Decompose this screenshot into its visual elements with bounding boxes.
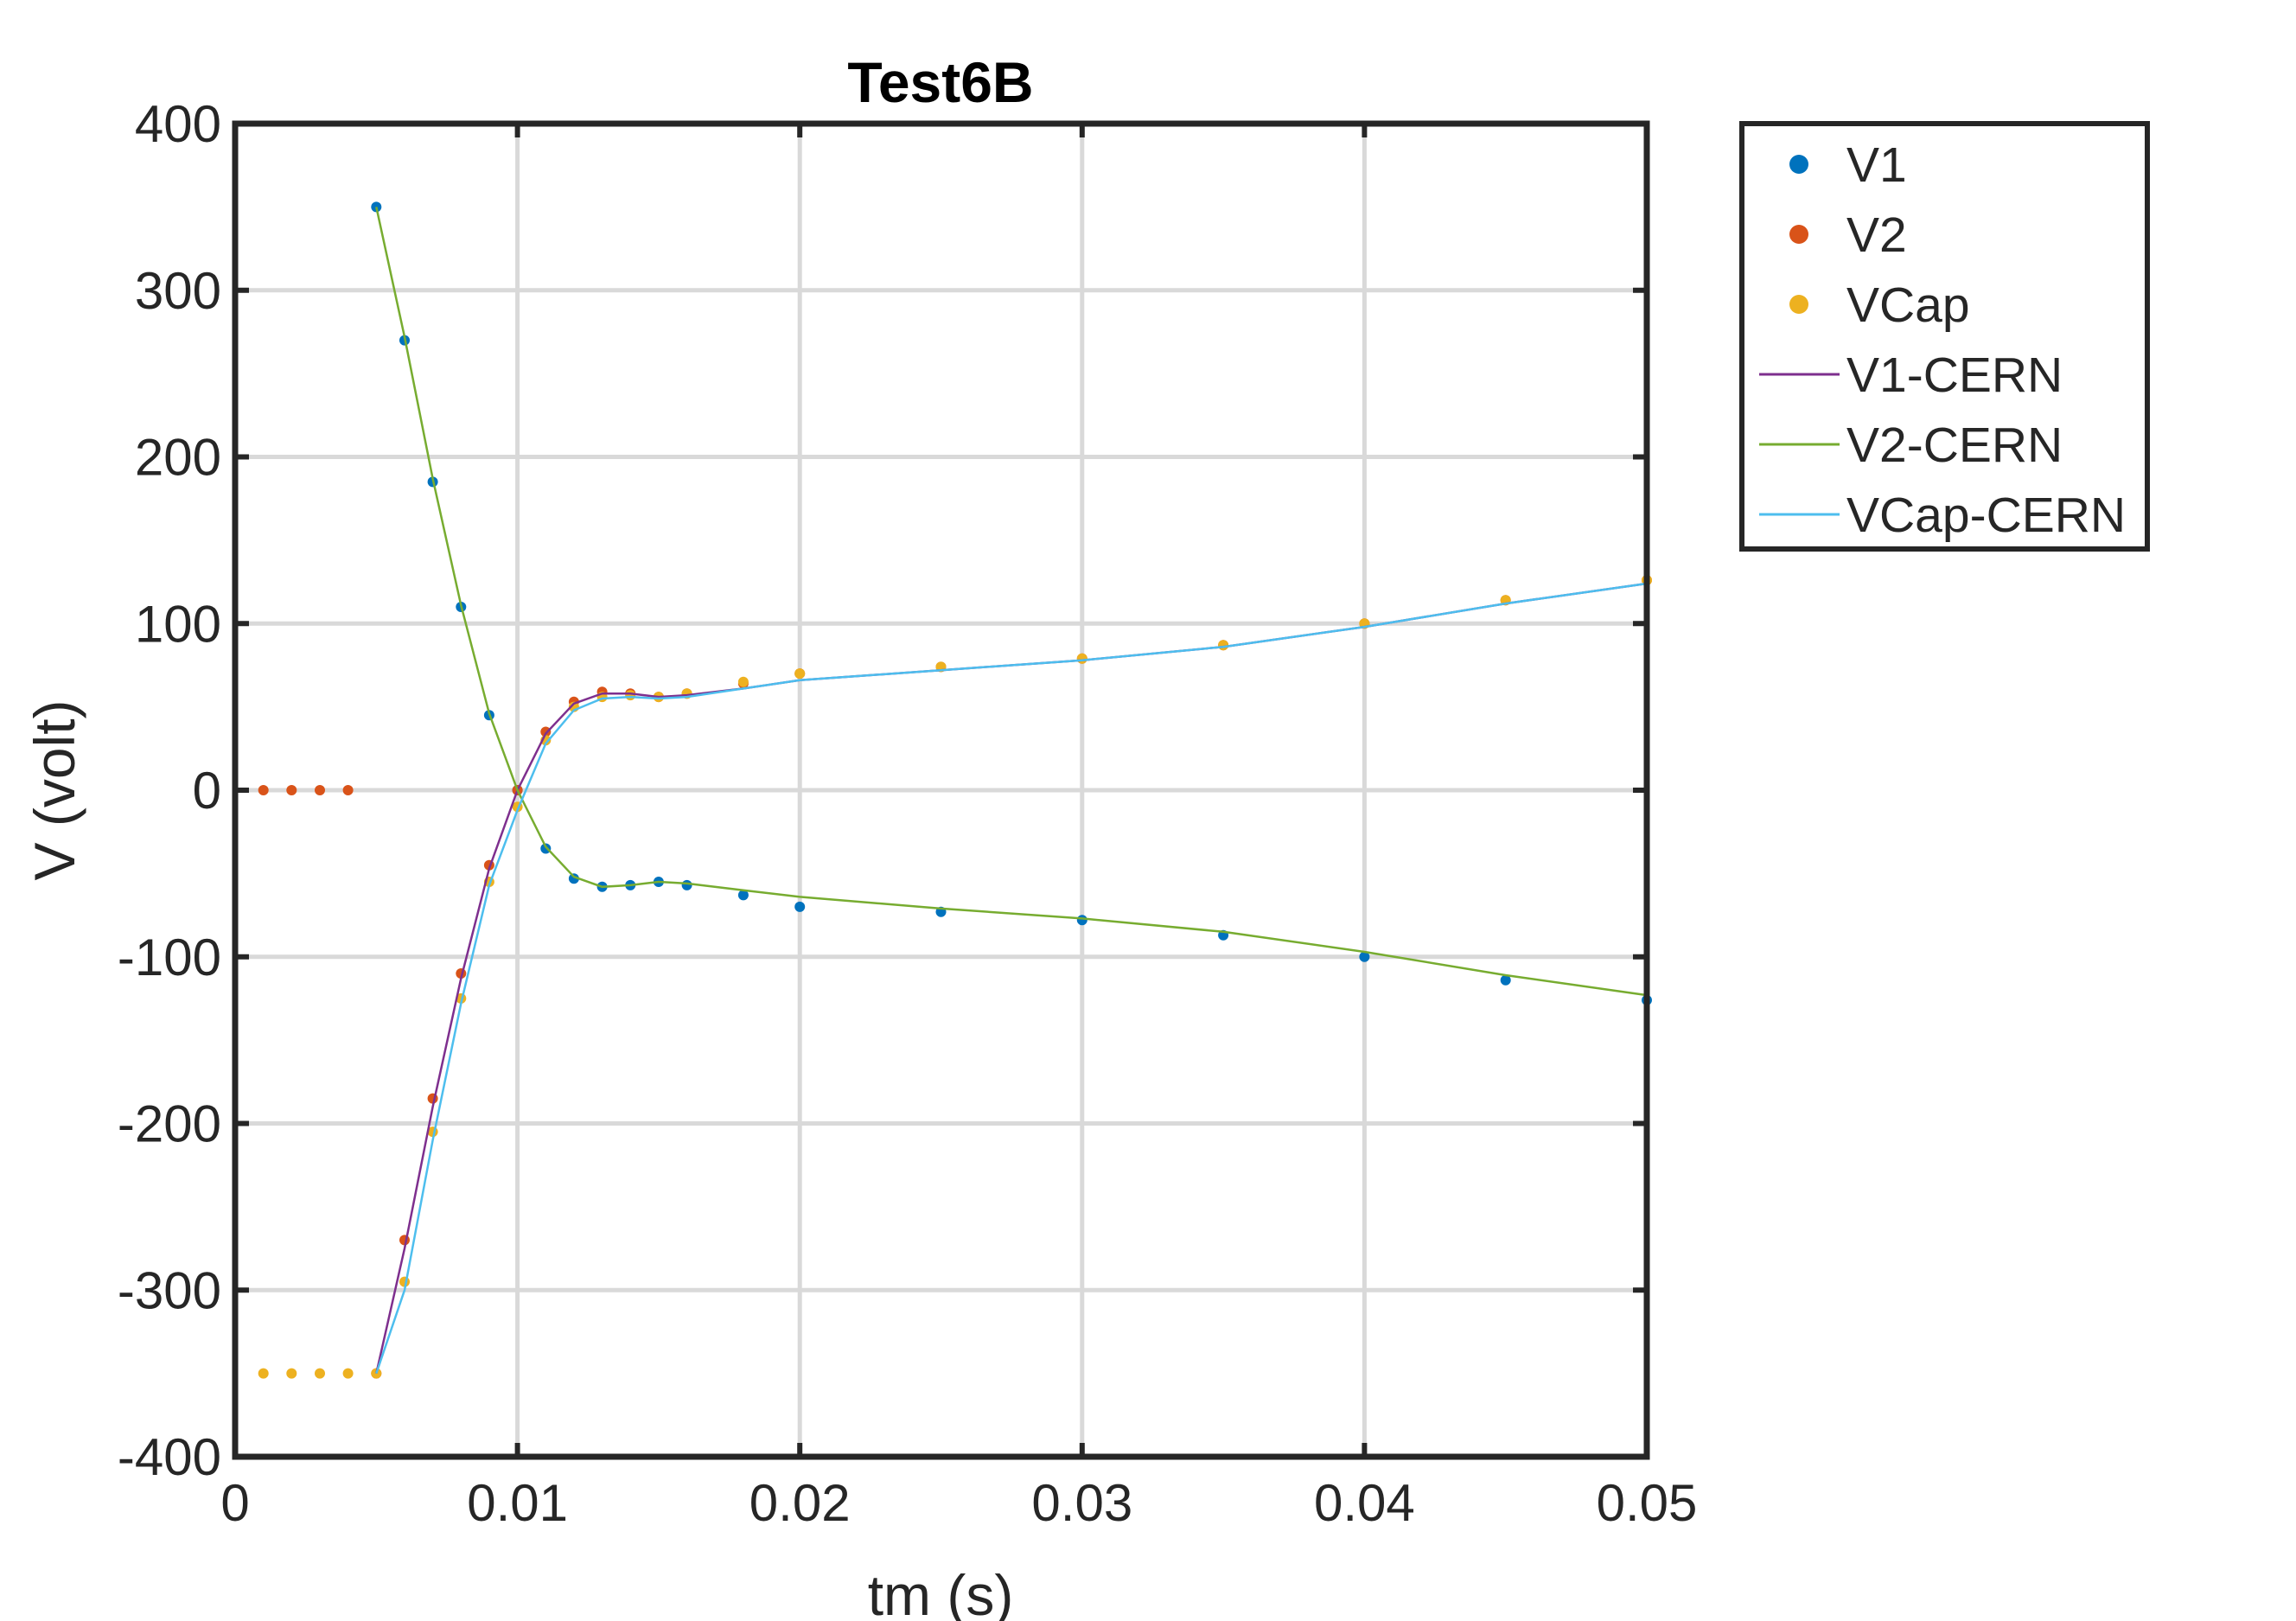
data-point bbox=[1076, 653, 1087, 664]
data-point bbox=[737, 890, 749, 901]
x-axis-label: tm (s) bbox=[868, 1563, 1014, 1621]
y-axis-label: V (volt) bbox=[22, 699, 86, 880]
y-tick-label: 200 bbox=[135, 429, 221, 487]
legend-entries: V1 V2 VCap V1-CERN V2-CERN VCap-CERN bbox=[1759, 137, 2126, 543]
axis-ticks: 0 0.01 0.02 0.03 0.04 0.05 400 300 200 100 0 -100 -2… bbox=[118, 95, 1697, 1532]
data-point bbox=[342, 1368, 354, 1379]
y-tick-label: 400 bbox=[135, 95, 221, 153]
data-point bbox=[625, 690, 636, 701]
data-point bbox=[342, 785, 354, 795]
y-tick-label: -400 bbox=[118, 1428, 221, 1486]
legend-label: V1-CERN bbox=[1846, 348, 2063, 403]
grid bbox=[235, 124, 1647, 1457]
legend-item-v1: V1 bbox=[1789, 137, 1907, 193]
data-point bbox=[1218, 640, 1229, 651]
data-point bbox=[737, 676, 749, 687]
series-v2-cern bbox=[375, 207, 1648, 997]
legend-item-vcap: VCap bbox=[1789, 278, 1970, 333]
series-vcap-cern bbox=[375, 582, 1648, 1375]
y-tick-label: 100 bbox=[135, 595, 221, 653]
legend-box bbox=[1739, 121, 2150, 552]
data-point bbox=[1500, 974, 1511, 986]
legend: V1 V2 VCap V1-CERN V2-CERN VCap-CERN bbox=[1739, 121, 2150, 552]
x-tick-label: 0 bbox=[220, 1474, 249, 1532]
y-tick-label: 0 bbox=[193, 762, 221, 820]
legend-item-v1-cern: V1-CERN bbox=[1759, 348, 2063, 403]
data-point bbox=[258, 1368, 269, 1379]
legend-label: VCap bbox=[1846, 278, 1970, 333]
data-point bbox=[286, 1368, 297, 1379]
legend-dot-marker bbox=[1789, 225, 1808, 244]
series-line-v2-cern bbox=[375, 207, 1648, 997]
plot-series bbox=[258, 201, 1652, 1379]
legend-label: V2-CERN bbox=[1846, 418, 2063, 473]
x-tick-label: 0.02 bbox=[749, 1474, 851, 1532]
data-point bbox=[794, 901, 806, 912]
x-tick-label: 0.05 bbox=[1597, 1474, 1698, 1532]
y-tick-label: -200 bbox=[118, 1095, 221, 1153]
legend-label: V2 bbox=[1846, 207, 1907, 263]
legend-dot-marker bbox=[1789, 295, 1808, 314]
data-point bbox=[681, 879, 692, 890]
y-tick-label: 300 bbox=[135, 262, 221, 320]
x-tick-label: 0.01 bbox=[467, 1474, 568, 1532]
legend-label: VCap-CERN bbox=[1846, 488, 2126, 543]
data-point bbox=[315, 1368, 325, 1379]
data-point bbox=[286, 785, 297, 795]
series-line-vcap-cern bbox=[375, 582, 1648, 1375]
data-point bbox=[258, 785, 269, 795]
x-tick-label: 0.04 bbox=[1314, 1474, 1415, 1532]
legend-dot-marker bbox=[1789, 155, 1808, 174]
legend-item-v2: V2 bbox=[1789, 207, 1907, 263]
data-point bbox=[1359, 951, 1370, 962]
data-point bbox=[568, 873, 579, 884]
data-point bbox=[315, 785, 325, 795]
y-tick-label: -300 bbox=[118, 1261, 221, 1319]
legend-item-v2-cern: V2-CERN bbox=[1759, 418, 2063, 473]
chart-title: Test6B bbox=[847, 50, 1033, 114]
legend-item-vcap-cern: VCap-CERN bbox=[1759, 488, 2126, 543]
y-tick-label: -100 bbox=[118, 929, 221, 986]
data-point bbox=[1076, 915, 1087, 926]
x-tick-label: 0.03 bbox=[1031, 1474, 1132, 1532]
legend-label: V1 bbox=[1846, 137, 1907, 193]
data-point bbox=[794, 668, 806, 680]
